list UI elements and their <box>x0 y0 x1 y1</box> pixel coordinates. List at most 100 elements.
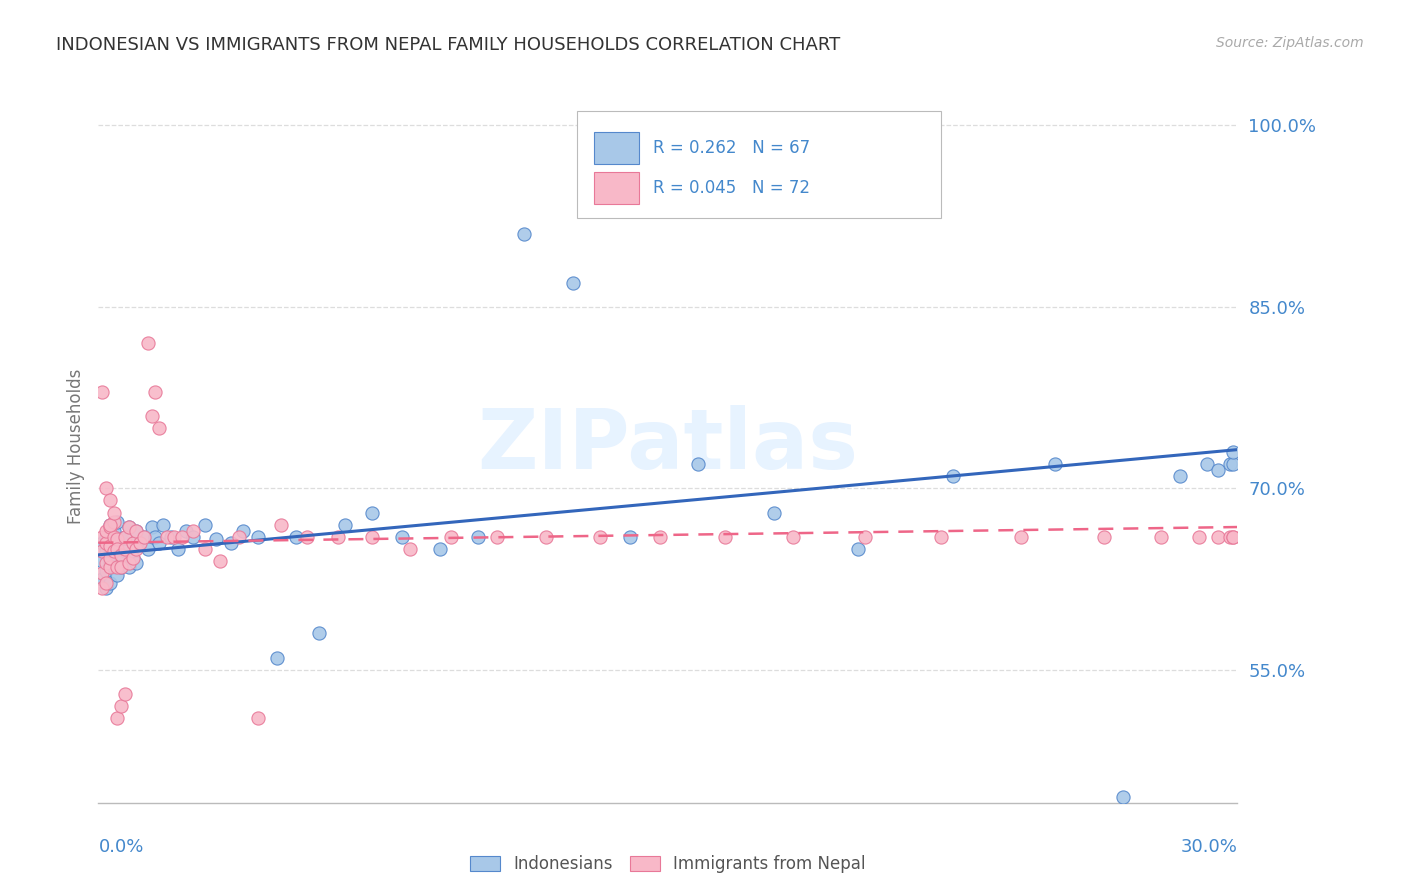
Point <box>94 535 117 549</box>
Legend: Indonesians, Immigrants from Nepal: Indonesians, Immigrants from Nepal <box>464 849 872 880</box>
Point <box>125 557 148 571</box>
Point <box>942 469 965 483</box>
Text: ZIPatlas: ZIPatlas <box>478 406 858 486</box>
Point <box>110 560 132 574</box>
Point <box>98 541 121 556</box>
Point <box>467 530 489 544</box>
Point <box>103 530 125 544</box>
Point <box>118 520 141 534</box>
Point <box>183 524 205 538</box>
Point <box>221 535 243 549</box>
Point <box>103 515 125 529</box>
Point <box>91 530 114 544</box>
Point <box>208 554 231 568</box>
Point <box>929 530 952 544</box>
Point <box>118 560 141 574</box>
Point <box>714 530 737 544</box>
Point <box>91 572 114 586</box>
Point <box>114 530 136 544</box>
Point <box>91 554 114 568</box>
Point <box>129 535 152 549</box>
Text: 0.0%: 0.0% <box>98 838 143 856</box>
Point <box>145 384 167 399</box>
Point <box>103 524 125 538</box>
Point <box>297 530 319 544</box>
Point <box>107 541 129 556</box>
Point <box>98 560 121 574</box>
Point <box>1222 530 1244 544</box>
Point <box>107 515 129 529</box>
Point <box>174 524 197 538</box>
Bar <box>593 171 640 203</box>
Point <box>152 517 174 532</box>
Point <box>183 530 205 544</box>
Point <box>114 530 136 544</box>
Point <box>107 711 129 725</box>
Point <box>360 530 382 544</box>
Point <box>360 506 382 520</box>
Point <box>103 548 125 562</box>
Point <box>163 530 186 544</box>
Point <box>588 530 610 544</box>
Point <box>398 541 420 556</box>
Point <box>125 541 148 556</box>
Point <box>98 493 121 508</box>
Point <box>114 544 136 558</box>
Point <box>159 530 181 544</box>
Point <box>1219 530 1241 544</box>
Point <box>536 530 558 544</box>
Point <box>132 530 155 544</box>
Point <box>1208 463 1230 477</box>
Point <box>107 532 129 546</box>
Point <box>1222 530 1244 544</box>
Point <box>141 409 163 423</box>
Text: R = 0.262   N = 67: R = 0.262 N = 67 <box>652 139 810 157</box>
Point <box>129 535 152 549</box>
Point <box>270 517 292 532</box>
Point <box>232 524 254 538</box>
Point <box>94 564 117 578</box>
Point <box>94 575 117 590</box>
Point <box>98 517 121 532</box>
Point <box>853 530 876 544</box>
Point <box>94 544 117 558</box>
Point <box>91 384 114 399</box>
Point <box>114 541 136 556</box>
Point <box>121 551 143 566</box>
Point <box>98 575 121 590</box>
Point <box>1010 530 1032 544</box>
Point <box>284 530 307 544</box>
Point <box>110 551 132 566</box>
Point <box>440 530 463 544</box>
Point <box>91 566 114 580</box>
Point <box>486 530 509 544</box>
Point <box>125 524 148 538</box>
Point <box>308 626 330 640</box>
Point <box>121 535 143 549</box>
Point <box>132 530 155 544</box>
Point <box>94 530 117 544</box>
Point <box>1195 457 1218 471</box>
Point <box>326 530 349 544</box>
Point <box>846 541 869 556</box>
Point <box>98 540 121 554</box>
Point <box>103 544 125 558</box>
Point <box>136 336 159 351</box>
Point <box>266 650 288 665</box>
Point <box>98 520 121 534</box>
Point <box>107 568 129 582</box>
Point <box>91 535 114 549</box>
Point <box>194 517 217 532</box>
Text: INDONESIAN VS IMMIGRANTS FROM NEPAL FAMILY HOUSEHOLDS CORRELATION CHART: INDONESIAN VS IMMIGRANTS FROM NEPAL FAMI… <box>56 36 841 54</box>
Point <box>1043 457 1066 471</box>
Point <box>148 535 170 549</box>
Point <box>103 506 125 520</box>
Point <box>91 544 114 558</box>
Point <box>114 687 136 701</box>
Point <box>1112 789 1135 804</box>
Point <box>136 541 159 556</box>
FancyBboxPatch shape <box>576 111 941 218</box>
Point <box>118 557 141 571</box>
Point <box>98 551 121 566</box>
Point <box>512 227 534 242</box>
